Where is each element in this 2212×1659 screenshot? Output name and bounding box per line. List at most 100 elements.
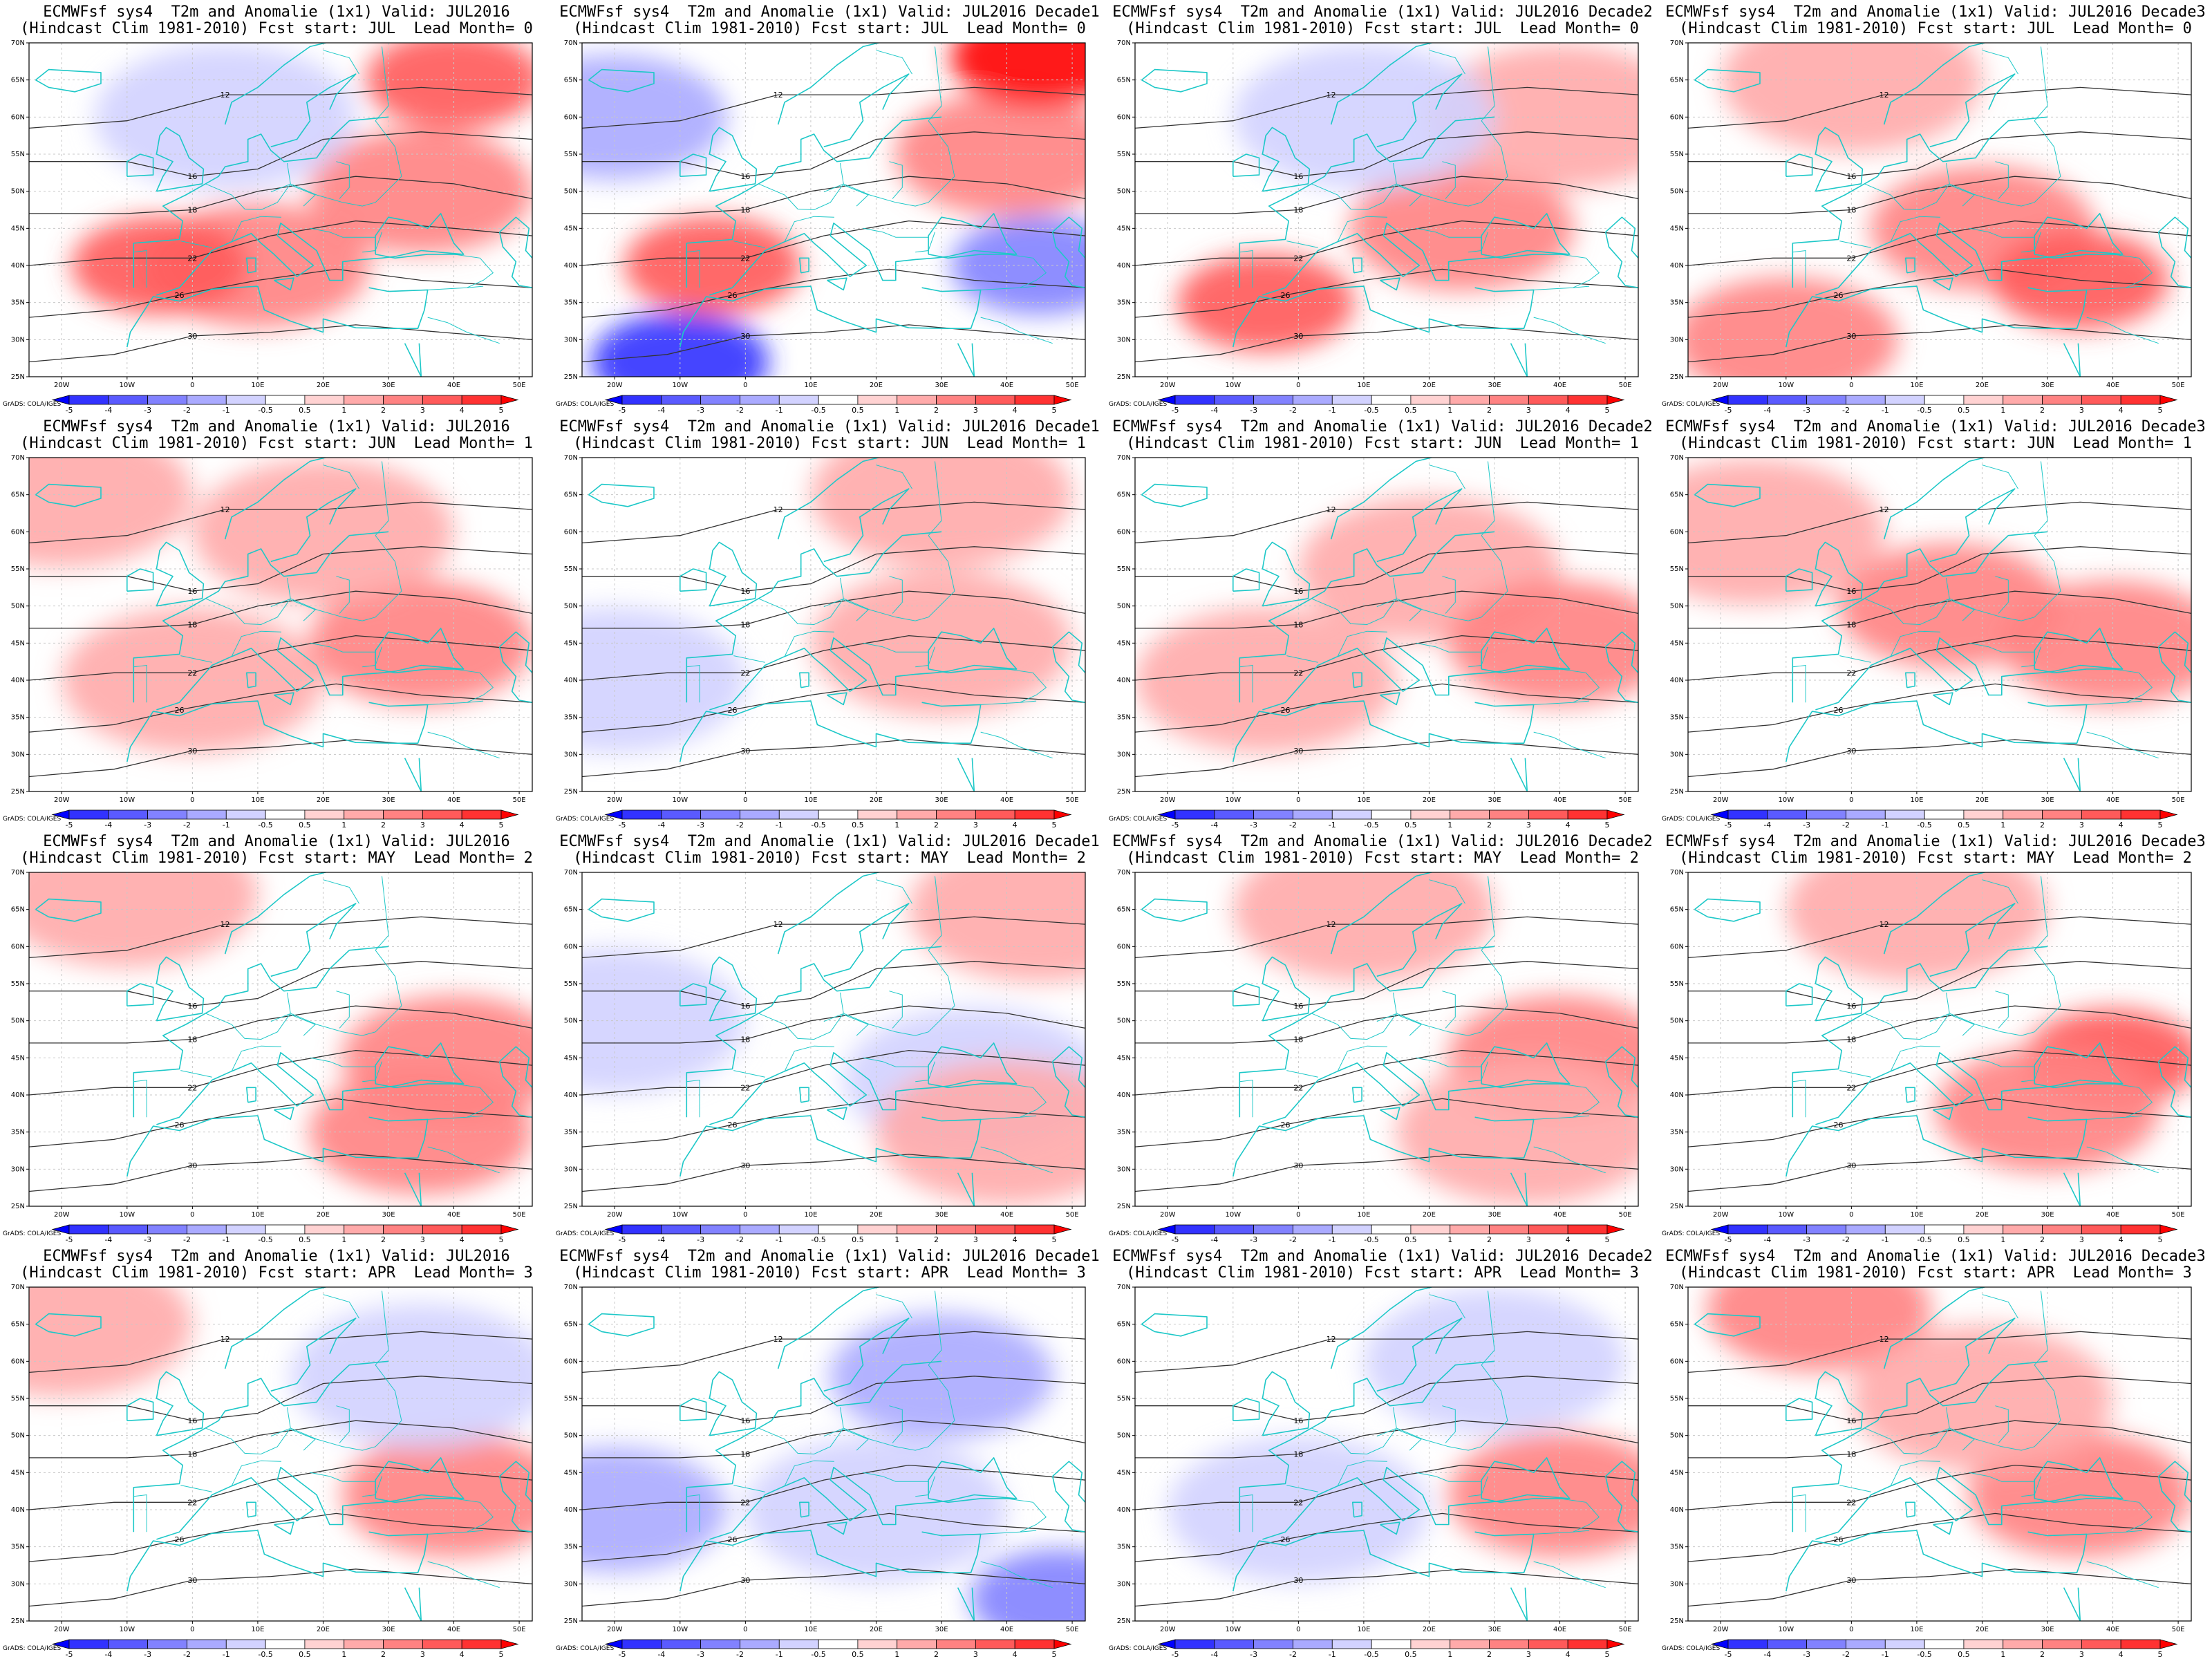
coastline xyxy=(274,277,294,291)
colorbar-label: 0.5 xyxy=(1405,821,1417,830)
lat-tick-label: 30N xyxy=(11,336,25,344)
coastline xyxy=(1239,116,1495,288)
coastline xyxy=(1376,903,1463,977)
lat-tick-label: 30N xyxy=(564,1165,578,1173)
country-border xyxy=(453,1083,494,1118)
colorbar-swatch xyxy=(422,1639,462,1649)
lon-tick-label: 10W xyxy=(1779,1211,1794,1219)
contour-label: 26 xyxy=(174,1121,184,1130)
coastline xyxy=(1262,126,1311,192)
coastline xyxy=(498,631,532,703)
colorbar-arrow-high xyxy=(1606,1224,1625,1235)
coastline xyxy=(2157,631,2191,703)
colorbar-arrow-high xyxy=(500,395,519,405)
colorbar-label: 2 xyxy=(2040,406,2045,415)
map-panel: 12 16 18 22 26 30 20W 10W 0 10E 20E 30E 40E 50E 25N 30N… xyxy=(0,0,553,415)
colorbar-swatch xyxy=(1528,1639,1568,1649)
lat-tick-label: 70N xyxy=(1670,1284,1684,1291)
country-border xyxy=(758,162,844,211)
colorbar-label: -5 xyxy=(619,1650,626,1659)
lon-tick-label: 10E xyxy=(251,796,264,804)
colorbar-label: 2 xyxy=(934,1235,939,1244)
colorbar-swatch xyxy=(1727,395,1768,405)
contour-label: 22 xyxy=(1293,254,1303,263)
lon-tick-label: 0 xyxy=(1296,1626,1300,1633)
coastline xyxy=(1488,1494,1570,1503)
colorbar-label: -1 xyxy=(1882,1235,1889,1244)
colorbar-label: 2 xyxy=(934,1650,939,1659)
contour-label: 18 xyxy=(187,206,197,215)
lon-tick-label: 0 xyxy=(743,382,747,389)
plot-area: 12 16 18 22 26 30 xyxy=(1688,872,2191,1206)
coastline xyxy=(1232,1398,1260,1421)
lon-tick-label: 10W xyxy=(673,1626,688,1633)
panel-title-line2: (Hindcast Clim 1981-2010) Fcst start: AP… xyxy=(1126,1264,1639,1282)
colorbar: -5 -4 -3 -2 -1 -0.5 0.5 1 2 3 4 5 xyxy=(604,1224,1072,1244)
country-border xyxy=(1429,879,1465,904)
isotherm-line xyxy=(29,683,532,733)
colorbar-swatch xyxy=(1884,1639,1925,1649)
contour-label: 18 xyxy=(1293,206,1303,215)
isotherm-line xyxy=(1688,268,2191,318)
country-border xyxy=(2112,1083,2153,1118)
lat-tick-label: 65N xyxy=(1117,491,1131,499)
lat-tick-label: 35N xyxy=(11,1129,25,1136)
coastline xyxy=(404,758,422,791)
colorbar-label: -3 xyxy=(697,1235,704,1244)
coastline xyxy=(588,1313,655,1337)
lat-tick-label: 70N xyxy=(11,454,25,462)
lon-tick-label: 50E xyxy=(1066,1211,1079,1219)
country-border xyxy=(1890,630,1940,657)
isotherm-line xyxy=(1135,916,1638,959)
lat-tick-label: 70N xyxy=(1670,454,1684,462)
colorbar-label: 3 xyxy=(973,821,978,830)
isotherm-line xyxy=(582,1154,1085,1192)
colorbar-label: 0.5 xyxy=(852,1235,864,1244)
colorbar-swatch xyxy=(225,809,266,820)
coastline xyxy=(1694,483,1761,507)
lat-tick-label: 45N xyxy=(1117,225,1131,232)
colorbar-label: 2 xyxy=(2040,821,2045,830)
lat-tick-label: 55N xyxy=(564,151,578,158)
contour-label: 30 xyxy=(1846,1161,1856,1170)
contour-label: 12 xyxy=(221,91,230,100)
contour-label: 16 xyxy=(1293,172,1303,181)
coastline xyxy=(1141,68,1208,93)
contour-label: 12 xyxy=(1327,1335,1336,1344)
lon-tick-label: 10W xyxy=(120,382,135,389)
country-border xyxy=(323,1294,359,1319)
lon-tick-label: 20E xyxy=(1423,1626,1436,1633)
colorbar-label: 0.5 xyxy=(299,406,311,415)
country-border xyxy=(270,599,317,621)
country-border xyxy=(758,1407,844,1455)
country-border xyxy=(1468,646,1488,668)
lon-tick-label: 20W xyxy=(1713,382,1729,389)
coastline xyxy=(1929,1318,2016,1392)
colorbar-swatch xyxy=(2003,395,2043,405)
colorbar: -5 -4 -3 -2 -1 -0.5 0.5 1 2 3 4 5 xyxy=(51,1224,519,1244)
country-border xyxy=(2021,1476,2041,1497)
lon-tick-label: 40E xyxy=(1000,1626,1013,1633)
lat-tick-label: 65N xyxy=(564,1321,578,1329)
lon-tick-label: 10E xyxy=(804,382,817,389)
lon-tick-label: 30E xyxy=(382,1626,395,1633)
coastline xyxy=(404,1587,422,1621)
lat-tick-label: 60N xyxy=(564,113,578,121)
coastline xyxy=(1380,692,1400,706)
lat-tick-label: 25N xyxy=(564,373,578,381)
lat-tick-label: 60N xyxy=(1670,528,1684,536)
colorbar-swatch xyxy=(1214,1224,1255,1235)
lat-tick-label: 50N xyxy=(1117,1432,1131,1440)
lat-tick-label: 50N xyxy=(1670,1018,1684,1025)
contour-label: 30 xyxy=(1846,332,1856,341)
country-border xyxy=(1416,642,1482,653)
colorbar-swatch xyxy=(1174,1639,1215,1649)
coastline xyxy=(957,1587,975,1621)
colorbar-label: -5 xyxy=(1725,1650,1732,1659)
colorbar-swatch xyxy=(225,1639,266,1649)
colorbar-swatch xyxy=(1371,809,1412,820)
coastline xyxy=(1815,541,1864,607)
coastline xyxy=(1883,872,2047,955)
lat-tick-label: 60N xyxy=(564,1358,578,1365)
